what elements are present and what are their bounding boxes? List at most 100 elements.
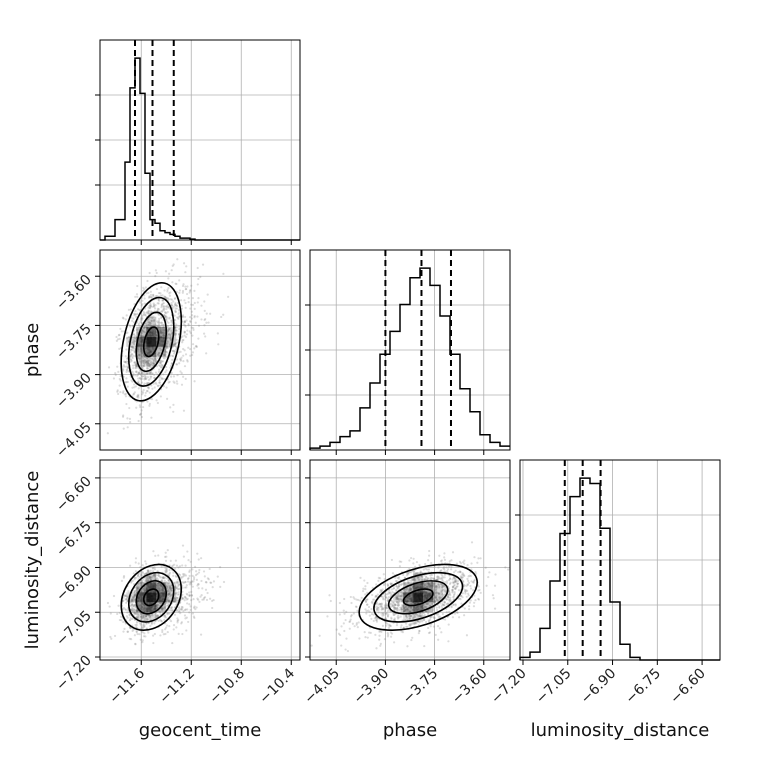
sample-point bbox=[167, 579, 170, 582]
sample-point bbox=[157, 353, 160, 356]
sample-point bbox=[181, 597, 184, 600]
sample-point bbox=[398, 560, 401, 563]
sample-point bbox=[143, 572, 146, 576]
sample-point bbox=[161, 360, 165, 363]
sample-point bbox=[412, 578, 415, 581]
sample-point bbox=[438, 592, 441, 595]
sample-point bbox=[132, 336, 136, 339]
sample-point bbox=[199, 275, 202, 279]
sample-point bbox=[435, 595, 438, 598]
sample-point bbox=[440, 576, 443, 580]
sample-point bbox=[159, 292, 162, 295]
sample-point bbox=[485, 584, 488, 587]
sample-point bbox=[160, 620, 163, 623]
sample-point bbox=[144, 361, 148, 364]
sample-point bbox=[452, 571, 456, 574]
sample-point bbox=[144, 606, 147, 610]
sample-point bbox=[133, 578, 136, 581]
sample-point bbox=[140, 351, 144, 355]
sample-point bbox=[456, 579, 460, 583]
density-cell bbox=[136, 346, 147, 357]
sample-point bbox=[397, 576, 401, 579]
sample-point bbox=[397, 585, 401, 588]
sample-point bbox=[382, 583, 386, 587]
sample-point bbox=[169, 586, 172, 589]
sample-point bbox=[161, 609, 164, 612]
sample-point bbox=[473, 594, 476, 597]
density-cell bbox=[146, 592, 157, 603]
sample-point bbox=[157, 321, 160, 324]
sample-point bbox=[375, 609, 379, 612]
sample-point bbox=[122, 364, 125, 367]
sample-point bbox=[142, 616, 145, 619]
sample-point bbox=[134, 374, 137, 377]
sample-point bbox=[453, 580, 457, 583]
sample-point bbox=[168, 592, 171, 595]
sample-point bbox=[186, 329, 189, 332]
sample-point bbox=[175, 303, 178, 307]
sample-point bbox=[424, 575, 428, 578]
sample-point bbox=[153, 574, 156, 577]
sample-point bbox=[355, 623, 358, 626]
sample-point bbox=[436, 575, 439, 578]
sample-point bbox=[189, 289, 192, 293]
sample-point bbox=[169, 609, 172, 612]
sample-point bbox=[185, 584, 188, 587]
sample-point bbox=[460, 576, 463, 580]
hist-geocent_time bbox=[100, 57, 300, 241]
sample-point bbox=[161, 576, 164, 580]
sample-point bbox=[388, 588, 391, 592]
sample-point bbox=[160, 306, 163, 309]
sample-point bbox=[138, 372, 141, 375]
sample-point bbox=[433, 600, 436, 603]
sample-point bbox=[173, 581, 176, 584]
sample-point bbox=[156, 320, 159, 323]
sample-point bbox=[124, 318, 127, 321]
xtick-label: −11.6 bbox=[106, 665, 148, 707]
sample-point bbox=[409, 610, 412, 613]
sample-point bbox=[136, 366, 139, 369]
sample-point bbox=[179, 358, 182, 361]
sample-point bbox=[159, 366, 163, 369]
sample-point bbox=[188, 315, 192, 319]
sample-point bbox=[390, 602, 393, 605]
sample-point bbox=[134, 385, 138, 388]
sample-point bbox=[158, 589, 161, 592]
sample-point bbox=[370, 613, 374, 616]
density-cell bbox=[136, 356, 147, 367]
sample-point bbox=[443, 556, 446, 559]
sample-point bbox=[451, 590, 454, 593]
ytick-label: −7.05 bbox=[53, 608, 95, 650]
sample-point bbox=[136, 602, 140, 605]
sample-point bbox=[168, 316, 171, 319]
sample-point bbox=[125, 360, 128, 363]
sample-point bbox=[157, 584, 160, 587]
sample-point bbox=[144, 314, 147, 317]
sample-point bbox=[167, 579, 170, 582]
sample-point bbox=[184, 608, 187, 611]
sample-point bbox=[373, 617, 376, 620]
sample-point bbox=[131, 579, 135, 582]
sample-point bbox=[417, 615, 420, 618]
sample-point bbox=[149, 322, 152, 325]
sample-point bbox=[163, 295, 166, 298]
sample-point bbox=[393, 605, 396, 609]
sample-point bbox=[363, 579, 366, 582]
sample-point bbox=[375, 620, 379, 623]
xtick-label: −10.8 bbox=[206, 666, 248, 708]
density-cell bbox=[136, 592, 147, 603]
xtick-label: −7.05 bbox=[533, 666, 575, 708]
sample-point bbox=[167, 286, 170, 290]
sample-point bbox=[144, 615, 147, 618]
sample-point bbox=[448, 593, 451, 596]
sample-point bbox=[164, 559, 168, 562]
sample-point bbox=[154, 356, 157, 359]
sample-point bbox=[162, 325, 166, 328]
sample-point bbox=[161, 580, 164, 583]
sample-point bbox=[168, 317, 171, 320]
sample-point bbox=[422, 611, 425, 615]
sample-point bbox=[440, 631, 443, 634]
sample-point bbox=[134, 370, 137, 373]
sample-point bbox=[159, 576, 162, 579]
sample-point bbox=[394, 603, 397, 607]
